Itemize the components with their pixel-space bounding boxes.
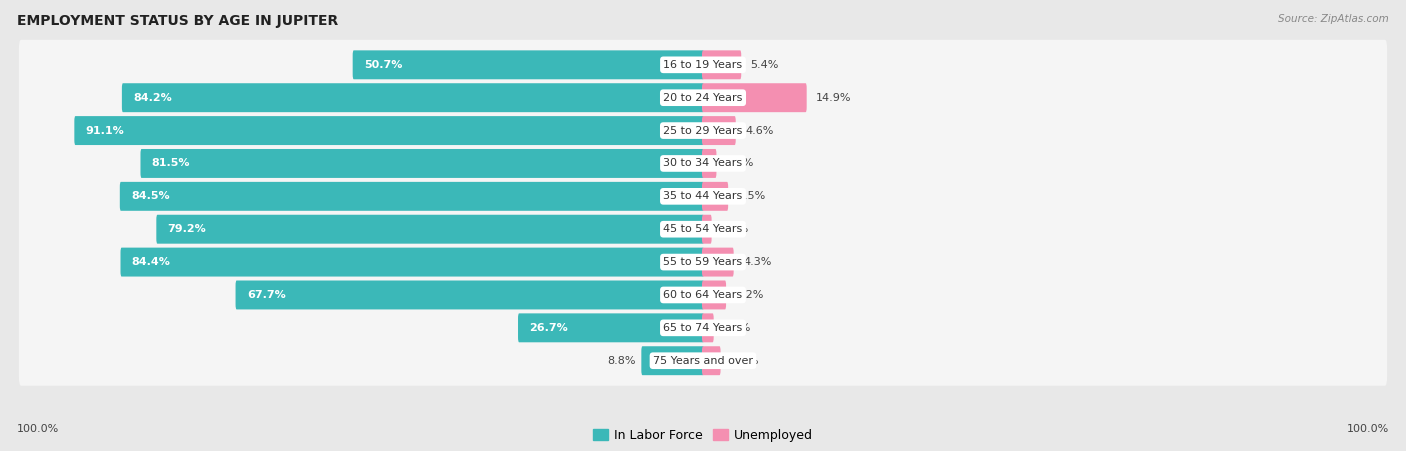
Text: 25 to 29 Years: 25 to 29 Years bbox=[664, 125, 742, 136]
FancyBboxPatch shape bbox=[75, 116, 704, 145]
Text: Source: ZipAtlas.com: Source: ZipAtlas.com bbox=[1278, 14, 1389, 23]
Text: 67.7%: 67.7% bbox=[247, 290, 285, 300]
Text: 84.2%: 84.2% bbox=[134, 93, 172, 103]
FancyBboxPatch shape bbox=[702, 83, 807, 112]
FancyBboxPatch shape bbox=[641, 346, 704, 375]
Text: 35 to 44 Years: 35 to 44 Years bbox=[664, 191, 742, 201]
FancyBboxPatch shape bbox=[141, 149, 704, 178]
Legend: In Labor Force, Unemployed: In Labor Force, Unemployed bbox=[588, 424, 818, 447]
Text: 100.0%: 100.0% bbox=[17, 424, 59, 434]
FancyBboxPatch shape bbox=[702, 215, 711, 244]
Text: 14.9%: 14.9% bbox=[815, 93, 852, 103]
FancyBboxPatch shape bbox=[18, 303, 1388, 353]
Text: EMPLOYMENT STATUS BY AGE IN JUPITER: EMPLOYMENT STATUS BY AGE IN JUPITER bbox=[17, 14, 337, 28]
Text: 100.0%: 100.0% bbox=[1347, 424, 1389, 434]
Text: 65 to 74 Years: 65 to 74 Years bbox=[664, 323, 742, 333]
Text: 1.4%: 1.4% bbox=[723, 323, 751, 333]
Text: 84.4%: 84.4% bbox=[132, 257, 170, 267]
FancyBboxPatch shape bbox=[702, 182, 728, 211]
FancyBboxPatch shape bbox=[18, 336, 1388, 386]
FancyBboxPatch shape bbox=[702, 248, 734, 276]
FancyBboxPatch shape bbox=[18, 106, 1388, 156]
FancyBboxPatch shape bbox=[18, 138, 1388, 189]
Text: 50.7%: 50.7% bbox=[364, 60, 402, 70]
Text: 8.8%: 8.8% bbox=[607, 356, 636, 366]
FancyBboxPatch shape bbox=[18, 237, 1388, 287]
Text: 81.5%: 81.5% bbox=[152, 158, 190, 169]
Text: 55 to 59 Years: 55 to 59 Years bbox=[664, 257, 742, 267]
Text: 84.5%: 84.5% bbox=[131, 191, 170, 201]
Text: 4.6%: 4.6% bbox=[745, 125, 773, 136]
FancyBboxPatch shape bbox=[702, 281, 725, 309]
FancyBboxPatch shape bbox=[702, 116, 735, 145]
Text: 20 to 24 Years: 20 to 24 Years bbox=[664, 93, 742, 103]
FancyBboxPatch shape bbox=[156, 215, 704, 244]
FancyBboxPatch shape bbox=[702, 313, 714, 342]
Text: 30 to 34 Years: 30 to 34 Years bbox=[664, 158, 742, 169]
Text: 1.1%: 1.1% bbox=[721, 224, 749, 234]
Text: 5.4%: 5.4% bbox=[751, 60, 779, 70]
FancyBboxPatch shape bbox=[18, 40, 1388, 90]
FancyBboxPatch shape bbox=[353, 51, 704, 79]
Text: 16 to 19 Years: 16 to 19 Years bbox=[664, 60, 742, 70]
FancyBboxPatch shape bbox=[120, 182, 704, 211]
FancyBboxPatch shape bbox=[18, 73, 1388, 123]
Text: 3.5%: 3.5% bbox=[738, 191, 766, 201]
Text: 60 to 64 Years: 60 to 64 Years bbox=[664, 290, 742, 300]
Text: 75 Years and over: 75 Years and over bbox=[652, 356, 754, 366]
Text: 91.1%: 91.1% bbox=[86, 125, 125, 136]
Text: 45 to 54 Years: 45 to 54 Years bbox=[664, 224, 742, 234]
FancyBboxPatch shape bbox=[18, 171, 1388, 221]
FancyBboxPatch shape bbox=[122, 83, 704, 112]
FancyBboxPatch shape bbox=[18, 270, 1388, 320]
Text: 79.2%: 79.2% bbox=[167, 224, 207, 234]
Text: 1.8%: 1.8% bbox=[725, 158, 754, 169]
Text: 2.4%: 2.4% bbox=[730, 356, 758, 366]
FancyBboxPatch shape bbox=[121, 248, 704, 276]
FancyBboxPatch shape bbox=[702, 346, 720, 375]
Text: 4.3%: 4.3% bbox=[742, 257, 772, 267]
FancyBboxPatch shape bbox=[236, 281, 704, 309]
FancyBboxPatch shape bbox=[517, 313, 704, 342]
FancyBboxPatch shape bbox=[702, 149, 717, 178]
FancyBboxPatch shape bbox=[702, 51, 741, 79]
Text: 3.2%: 3.2% bbox=[735, 290, 763, 300]
Text: 26.7%: 26.7% bbox=[530, 323, 568, 333]
FancyBboxPatch shape bbox=[18, 204, 1388, 254]
